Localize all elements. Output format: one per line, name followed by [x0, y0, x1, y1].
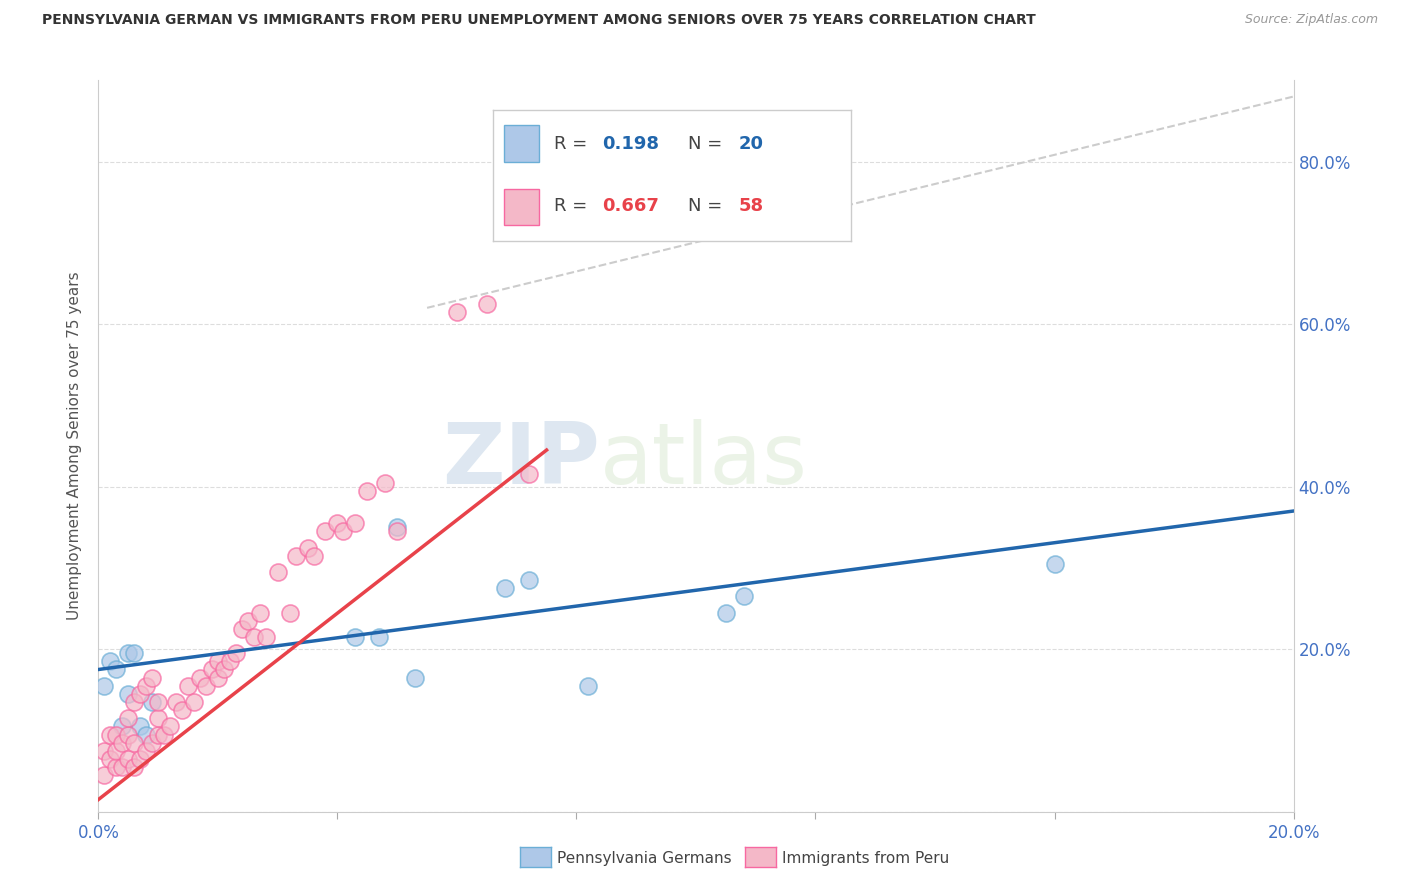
Point [148, 711, 170, 725]
Point [111, 719, 134, 733]
Point [105, 727, 128, 741]
Point [517, 467, 540, 482]
Point [100, 752, 122, 766]
Point [733, 590, 755, 604]
Point [494, 581, 516, 595]
Point [111, 760, 134, 774]
Point [172, 703, 194, 717]
Point [201, 663, 224, 677]
Point [93, 744, 115, 758]
Point [578, 679, 600, 693]
Point [326, 516, 349, 531]
Text: Source: ZipAtlas.com: Source: ZipAtlas.com [1244, 13, 1378, 27]
Point [344, 630, 367, 644]
Point [188, 671, 211, 685]
Point [302, 549, 325, 563]
Point [105, 663, 128, 677]
Text: atlas: atlas [600, 419, 808, 502]
Point [278, 606, 301, 620]
Point [254, 630, 277, 644]
Point [475, 297, 498, 311]
Point [117, 646, 139, 660]
Text: PENNSYLVANIA GERMAN VS IMMIGRANTS FROM PERU UNEMPLOYMENT AMONG SENIORS OVER 75 Y: PENNSYLVANIA GERMAN VS IMMIGRANTS FROM P… [42, 13, 1036, 28]
Point [117, 711, 139, 725]
Point [93, 768, 115, 782]
Point [344, 516, 367, 531]
Point [315, 524, 337, 539]
Point [141, 736, 163, 750]
Text: ZIP: ZIP [443, 419, 600, 502]
Point [124, 760, 146, 774]
Point [135, 727, 157, 741]
Point [117, 727, 139, 741]
Point [714, 606, 737, 620]
Point [135, 679, 157, 693]
Point [243, 630, 266, 644]
Point [231, 622, 253, 636]
Point [129, 752, 152, 766]
Point [124, 736, 146, 750]
Point [517, 573, 540, 587]
Point [117, 687, 139, 701]
Point [148, 727, 170, 741]
Point [356, 483, 378, 498]
Point [368, 630, 391, 644]
Point [153, 727, 176, 741]
Point [446, 305, 468, 319]
Point [135, 744, 157, 758]
Point [212, 663, 235, 677]
Point [195, 679, 218, 693]
Point [385, 520, 409, 534]
Point [105, 760, 128, 774]
Text: Immigrants from Peru: Immigrants from Peru [782, 851, 949, 865]
Point [165, 695, 187, 709]
Point [159, 719, 181, 733]
Point [236, 614, 259, 628]
Point [100, 654, 122, 668]
Point [105, 744, 128, 758]
Point [225, 646, 247, 660]
Point [124, 695, 146, 709]
Point [141, 671, 163, 685]
Point [183, 695, 205, 709]
Point [207, 671, 229, 685]
Point [297, 541, 319, 555]
Point [111, 736, 134, 750]
Point [284, 549, 307, 563]
Point [332, 524, 354, 539]
Point [267, 565, 290, 579]
Point [404, 671, 426, 685]
Point [374, 475, 396, 490]
Point [177, 679, 200, 693]
Point [219, 654, 242, 668]
Point [148, 695, 170, 709]
Point [117, 752, 139, 766]
Point [207, 654, 229, 668]
Point [141, 695, 163, 709]
Point [100, 727, 122, 741]
Text: Pennsylvania Germans: Pennsylvania Germans [557, 851, 731, 865]
Point [129, 719, 152, 733]
Point [385, 524, 409, 539]
Point [93, 679, 115, 693]
Point [1043, 557, 1066, 571]
Point [129, 687, 152, 701]
Point [249, 606, 271, 620]
Point [124, 646, 146, 660]
Y-axis label: Unemployment Among Seniors over 75 years: Unemployment Among Seniors over 75 years [67, 272, 83, 620]
